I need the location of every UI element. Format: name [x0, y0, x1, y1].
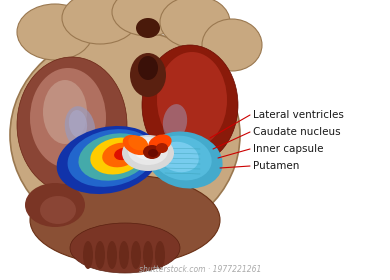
Ellipse shape	[147, 132, 223, 188]
Ellipse shape	[83, 241, 93, 269]
Ellipse shape	[57, 126, 160, 194]
Ellipse shape	[142, 45, 238, 165]
Ellipse shape	[130, 53, 166, 97]
Ellipse shape	[69, 110, 87, 138]
Ellipse shape	[43, 80, 87, 144]
Ellipse shape	[65, 106, 95, 150]
Ellipse shape	[157, 52, 227, 148]
Text: shutterstock.com · 1977221261: shutterstock.com · 1977221261	[139, 265, 261, 274]
Ellipse shape	[62, 0, 138, 44]
Ellipse shape	[114, 148, 132, 160]
Ellipse shape	[122, 135, 174, 171]
Text: Lateral ventricles: Lateral ventricles	[253, 110, 344, 120]
Ellipse shape	[202, 19, 262, 71]
Ellipse shape	[30, 175, 220, 265]
Ellipse shape	[10, 30, 240, 240]
Ellipse shape	[155, 241, 165, 269]
Ellipse shape	[112, 0, 184, 36]
Ellipse shape	[90, 137, 144, 174]
Ellipse shape	[143, 241, 153, 269]
Ellipse shape	[25, 183, 85, 227]
Ellipse shape	[134, 140, 162, 160]
Ellipse shape	[123, 135, 149, 155]
Ellipse shape	[131, 241, 141, 269]
Ellipse shape	[70, 223, 180, 273]
Ellipse shape	[128, 136, 148, 150]
Ellipse shape	[78, 133, 149, 181]
Ellipse shape	[149, 134, 172, 151]
Ellipse shape	[17, 57, 127, 193]
Ellipse shape	[95, 241, 105, 269]
Ellipse shape	[163, 104, 187, 140]
Ellipse shape	[128, 137, 168, 165]
Ellipse shape	[148, 149, 158, 157]
Ellipse shape	[107, 241, 117, 269]
Ellipse shape	[102, 143, 138, 167]
Ellipse shape	[17, 4, 93, 60]
Ellipse shape	[143, 145, 161, 159]
Ellipse shape	[138, 56, 158, 80]
Ellipse shape	[160, 0, 230, 48]
Text: Inner capsule: Inner capsule	[253, 144, 323, 154]
Ellipse shape	[30, 68, 106, 168]
Ellipse shape	[156, 143, 168, 153]
Text: Putamen: Putamen	[253, 161, 300, 171]
Ellipse shape	[152, 136, 212, 180]
Ellipse shape	[119, 241, 129, 269]
Text: Caudate nucleus: Caudate nucleus	[253, 127, 340, 137]
Ellipse shape	[136, 18, 160, 38]
Ellipse shape	[140, 143, 156, 155]
Ellipse shape	[40, 196, 76, 224]
Ellipse shape	[67, 129, 154, 187]
Ellipse shape	[159, 142, 199, 172]
